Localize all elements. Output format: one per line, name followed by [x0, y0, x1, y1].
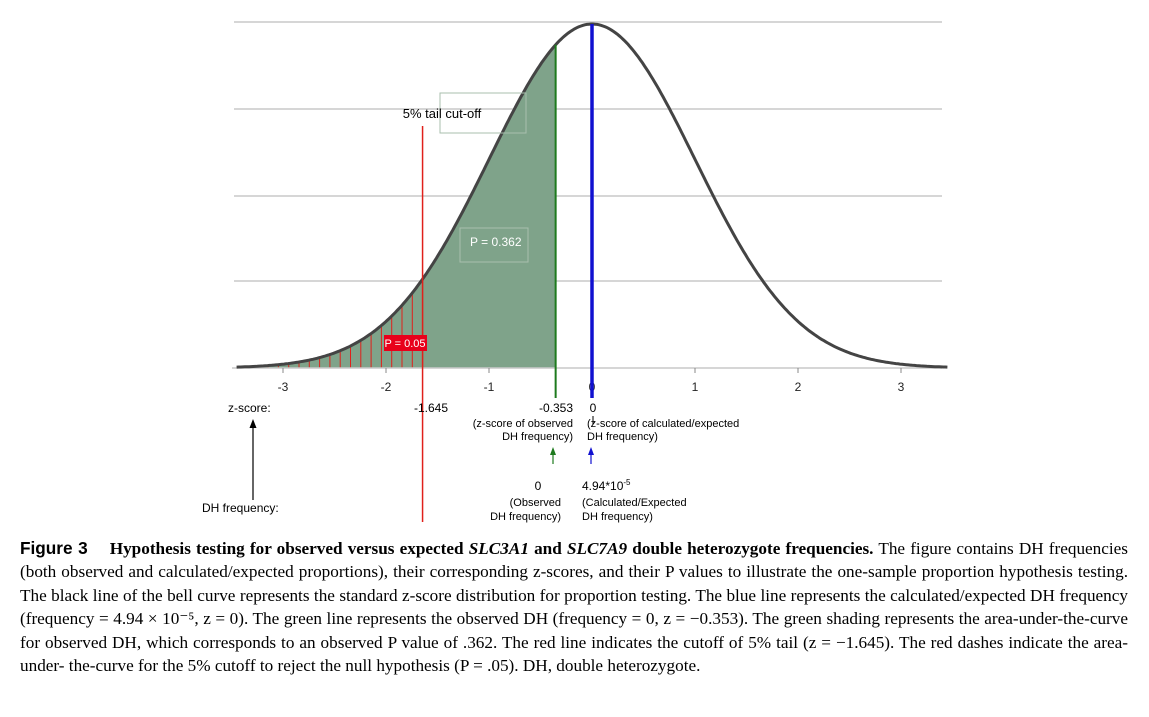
zscore-row: z-score: -1.645 -0.353 0 (z-score of obs…: [228, 401, 739, 443]
frequency-observed-note-line2: DH frequency): [490, 511, 561, 523]
zscore-red-value: -1.645: [414, 401, 448, 415]
zscore-green-note-line1: (z-score of observed: [473, 418, 573, 430]
p-cutoff-label: P = 0.05: [384, 338, 425, 350]
x-tick-label: 3: [898, 380, 905, 394]
x-tick-label: -2: [381, 380, 392, 394]
x-tick-label: 2: [795, 380, 802, 394]
hypothesis-test-figure: -3 -2 -1 0 1 2 3 P = 0.362 5% tail cut-off P =…: [202, 21, 948, 523]
frequency-row: 0 4.94*10-5 (Observed DH frequency) (Cal…: [202, 478, 687, 523]
horizontal-gridlines: [234, 21, 942, 282]
zscore-green-note-line2: DH frequency): [502, 431, 573, 443]
blue-arrow-head: [588, 447, 594, 455]
frequency-observed-value: 0: [535, 479, 542, 493]
x-tick-label: -1: [484, 380, 495, 394]
p-observed-label: P = 0.362: [470, 235, 522, 249]
p-observed-box: [459, 227, 529, 263]
x-tick-label: -3: [278, 380, 289, 394]
p-observed-annotation: P = 0.362: [459, 227, 529, 263]
figure-label: Figure 3: [20, 538, 88, 558]
frequency-expected-value: 4.94*10-5: [582, 478, 631, 493]
connector-arrows: [249, 419, 594, 500]
observed-p-area-shading: [236, 44, 556, 369]
x-tick-label: 1: [692, 380, 699, 394]
zscore-green-value: -0.353: [539, 401, 573, 415]
figure-title: Hypothesis testing for observed versus e…: [109, 539, 874, 558]
green-arrow-head: [550, 447, 556, 455]
zscore-blue-note-line2: DH frequency): [587, 431, 658, 443]
p-cutoff-annotation: P = 0.05: [384, 335, 427, 351]
zscore-row-label: z-score:: [228, 401, 271, 415]
p-cutoff-box: [384, 335, 427, 351]
frequency-expected-note-line2: DH frequency): [582, 511, 653, 523]
frequency-observed-note-line1: (Observed: [510, 497, 561, 509]
frequency-expected-note-line1: (Calculated/Expected: [582, 497, 687, 509]
zscore-blue-note-line1: (z-score of calculated/expected: [587, 418, 739, 430]
figure-caption-body: The figure contains DH frequencies (both…: [20, 539, 1128, 676]
figure-caption: Figure 3 Hypothesis testing for observed …: [20, 537, 1128, 677]
black-arrow-head: [249, 419, 257, 428]
tail-cutoff-label: 5% tail cut-off: [403, 106, 482, 121]
zscore-blue-value: 0: [590, 401, 597, 415]
tail-cutoff-box: [439, 92, 527, 134]
frequency-row-label: DH frequency:: [202, 501, 279, 515]
